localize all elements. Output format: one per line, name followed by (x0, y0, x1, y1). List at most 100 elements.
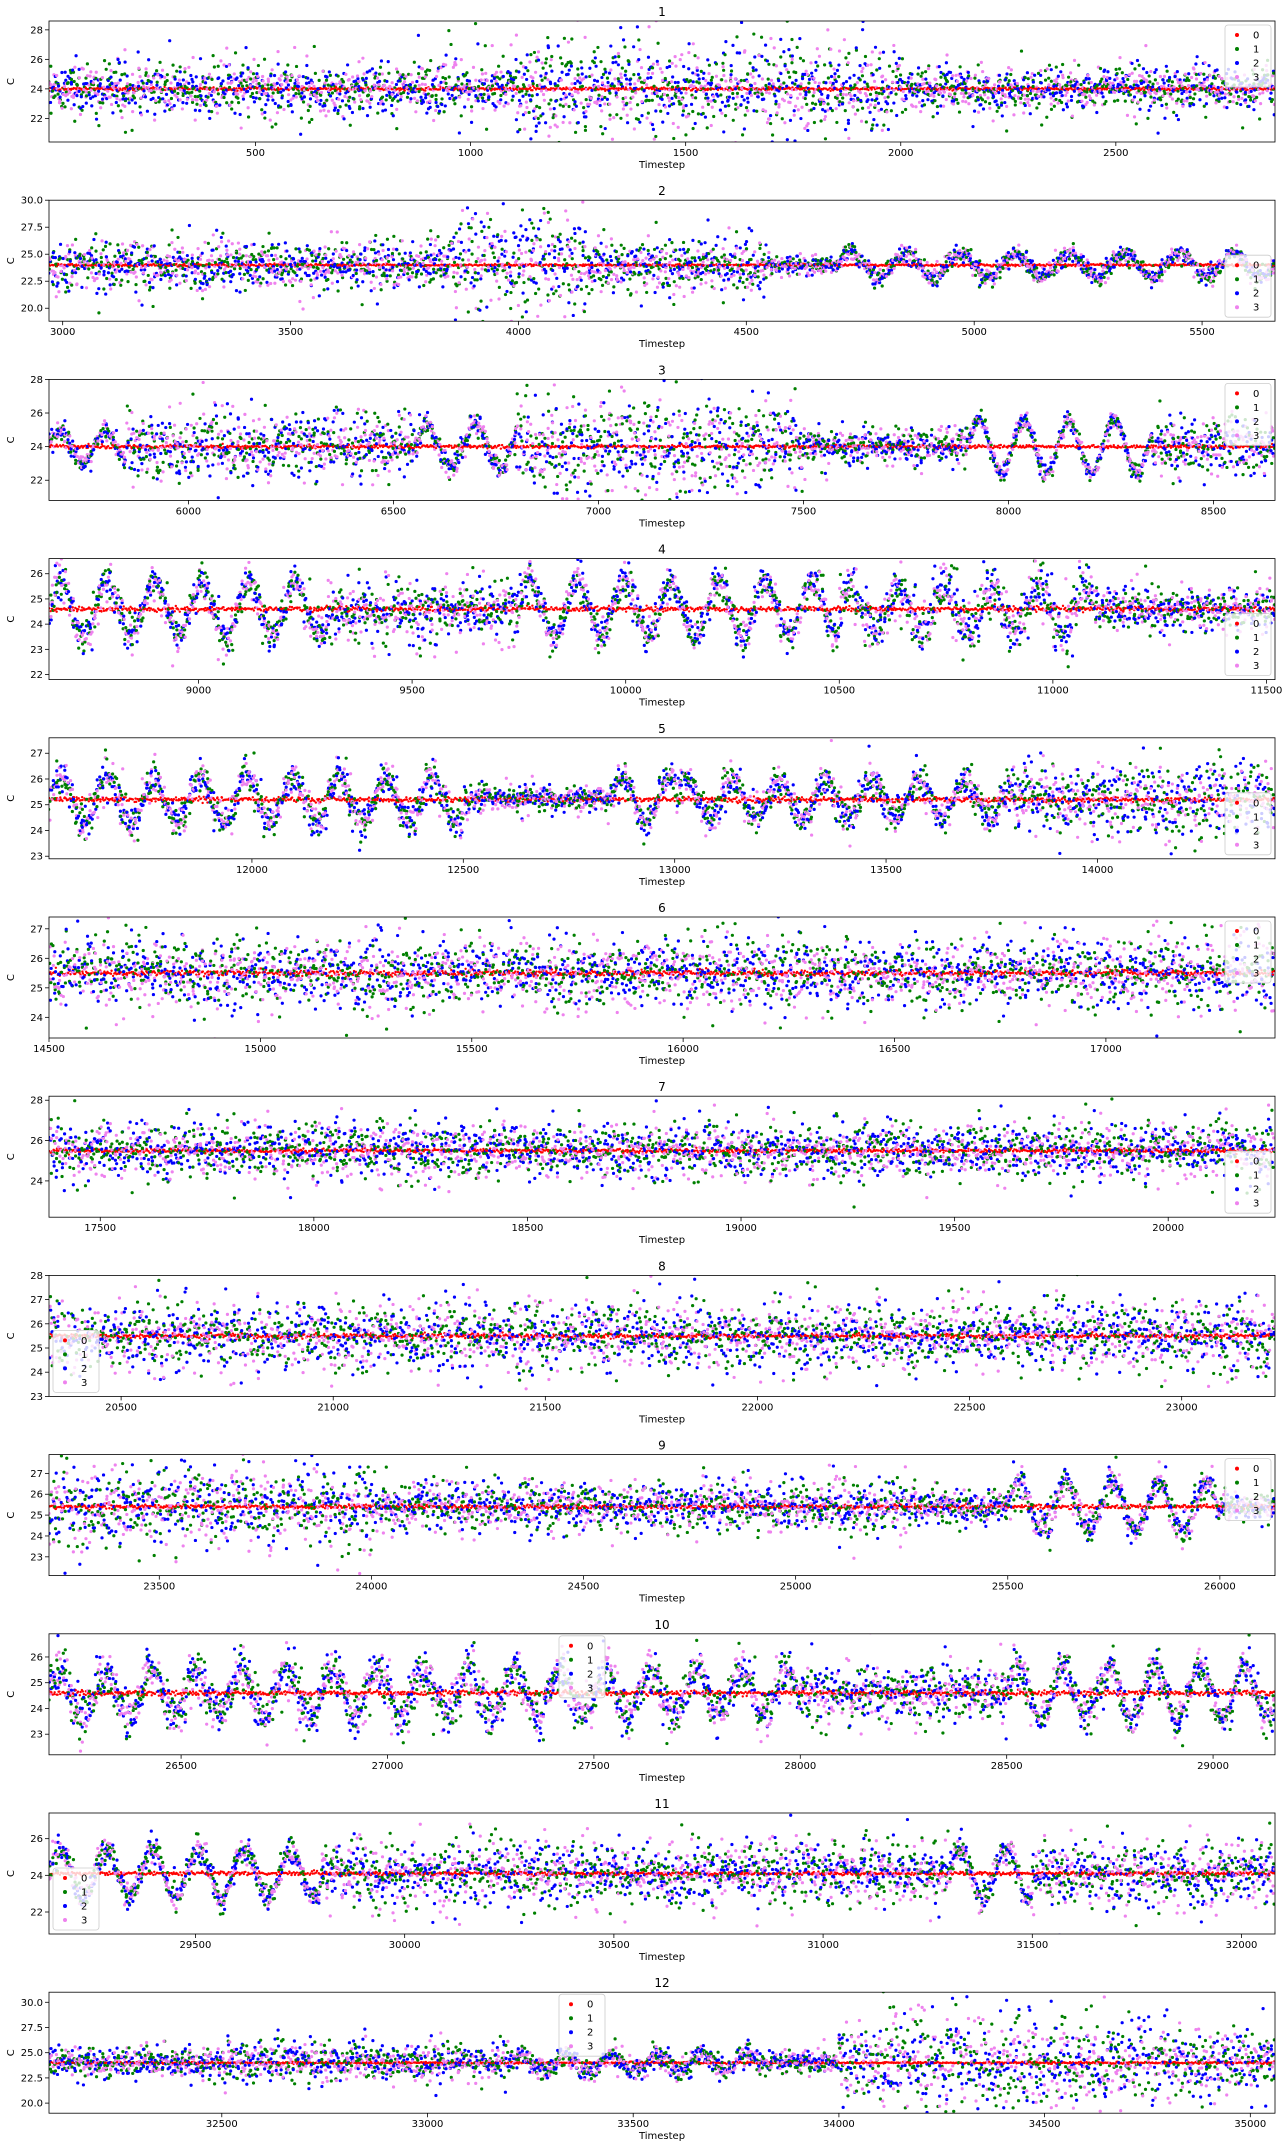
point-series-2 (706, 58, 709, 61)
point-series-3 (898, 64, 901, 67)
point-series-3 (171, 107, 174, 110)
point-series-2 (119, 79, 122, 82)
point-series-2 (837, 63, 840, 66)
point-series-1 (53, 94, 56, 97)
point-series-1 (637, 118, 640, 121)
point-series-2 (604, 70, 607, 73)
point-series-2 (1145, 71, 1148, 74)
point-series-2 (348, 107, 351, 110)
point-series-1 (691, 110, 694, 113)
point-series-3 (178, 78, 181, 81)
point-series-1 (396, 70, 399, 73)
point-series-0 (571, 88, 573, 90)
point-series-0 (119, 88, 121, 90)
point-series-3 (852, 99, 855, 102)
point-series-2 (97, 287, 100, 290)
point-series-1 (87, 267, 90, 270)
point-series-1 (544, 76, 547, 79)
point-series-1 (693, 54, 696, 57)
point-series-0 (1186, 88, 1188, 90)
point-series-1 (804, 97, 807, 100)
point-series-3 (711, 106, 714, 109)
point-series-1 (341, 80, 344, 83)
point-series-1 (814, 103, 817, 106)
point-series-2 (758, 74, 761, 77)
point-series-2 (895, 114, 898, 117)
point-series-0 (818, 87, 820, 89)
point-series-1 (532, 82, 535, 85)
point-series-3 (203, 76, 206, 79)
point-series-1 (105, 68, 108, 71)
point-series-1 (1001, 84, 1004, 87)
point-series-3 (847, 61, 850, 64)
point-series-2 (65, 281, 68, 284)
point-series-1 (864, 55, 867, 58)
point-series-2 (276, 82, 279, 85)
point-series-2 (1001, 89, 1004, 92)
point-series-0 (1246, 89, 1248, 91)
point-series-3 (197, 272, 200, 275)
point-series-2 (1026, 71, 1029, 74)
points-group (47, 0, 1276, 160)
point-series-3 (1240, 97, 1243, 100)
point-series-2 (536, 93, 539, 96)
point-series-2 (342, 117, 345, 120)
point-series-1 (1187, 79, 1190, 82)
point-series-1 (385, 98, 388, 101)
point-series-1 (1099, 67, 1102, 70)
point-series-3 (467, 98, 470, 101)
point-series-3 (1149, 70, 1152, 73)
point-series-3 (687, 51, 690, 54)
point-series-2 (1073, 90, 1076, 93)
point-series-3 (333, 104, 336, 107)
point-series-3 (121, 242, 124, 245)
point-series-2 (266, 98, 269, 101)
point-series-3 (1179, 81, 1182, 84)
point-series-1 (632, 73, 635, 76)
point-series-3 (195, 98, 198, 101)
point-series-3 (729, 76, 732, 79)
point-series-1 (198, 90, 201, 93)
point-series-1 (443, 110, 446, 113)
point-series-3 (570, 82, 573, 85)
point-series-2 (1062, 108, 1065, 111)
point-series-2 (537, 58, 540, 61)
point-series-2 (303, 95, 306, 98)
point-series-3 (185, 279, 188, 282)
point-series-2 (853, 94, 856, 97)
point-series-1 (298, 92, 301, 95)
point-series-0 (404, 89, 406, 91)
point-series-2 (606, 98, 609, 101)
point-series-2 (810, 72, 813, 75)
point-series-2 (698, 77, 701, 80)
point-series-1 (364, 83, 367, 86)
point-series-3 (252, 58, 255, 61)
point-series-3 (102, 86, 105, 89)
point-series-2 (924, 78, 927, 81)
point-series-2 (863, 80, 866, 83)
point-series-3 (49, 83, 52, 86)
point-series-3 (543, 99, 546, 102)
point-series-3 (883, 96, 886, 99)
point-series-3 (150, 89, 153, 92)
point-series-2 (917, 66, 920, 69)
point-series-3 (1108, 85, 1111, 88)
point-series-3 (167, 99, 170, 102)
point-series-2 (1220, 97, 1223, 100)
point-series-3 (794, 105, 797, 108)
point-series-3 (123, 48, 126, 51)
point-series-1 (151, 305, 154, 308)
point-series-3 (1089, 97, 1092, 100)
point-series-1 (619, 117, 622, 120)
point-series-1 (103, 59, 106, 62)
x-tick-label: 1500 (673, 148, 698, 159)
point-series-2 (145, 82, 148, 85)
point-series-2 (494, 105, 497, 108)
point-series-2 (384, 108, 387, 111)
point-series-1 (289, 79, 292, 82)
legend-box (1225, 25, 1271, 87)
point-series-3 (806, 73, 809, 76)
point-series-2 (898, 57, 901, 60)
point-series-3 (805, 70, 808, 73)
point-series-1 (1237, 95, 1240, 98)
